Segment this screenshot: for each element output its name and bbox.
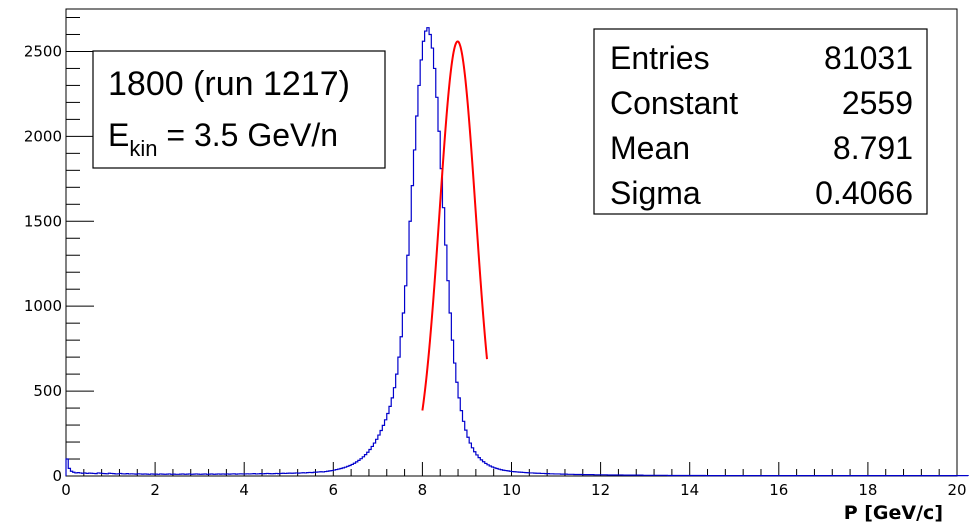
label-box: 1800 (run 1217) Ekin = 3.5 GeV/n: [92, 50, 386, 169]
stats-label-mean: Mean: [610, 130, 690, 166]
stats-label-entries: Entries: [610, 40, 710, 76]
stats-value-mean: 8.791: [833, 130, 913, 166]
stats-box-frame: [593, 28, 928, 215]
label-box-ekin-main: E: [108, 117, 129, 153]
x-tick-label: 18: [858, 481, 877, 499]
label-box-ekin-rest: = 3.5 GeV/n: [157, 117, 338, 153]
stats-label-sigma: Sigma: [610, 175, 701, 211]
stats-value-entries: 81031: [824, 40, 913, 76]
x-tick-label: 4: [239, 481, 249, 499]
x-tick-label: 16: [769, 481, 788, 499]
x-tick-label: 2: [150, 481, 160, 499]
x-tick-label: 0: [61, 481, 71, 499]
y-tick-label: 0: [52, 467, 62, 485]
y-tick-label: 2000: [24, 127, 62, 145]
gaussian-fit-curve: [421, 40, 488, 411]
stats-label-constant: Constant: [610, 85, 738, 121]
label-box-frame: [92, 50, 386, 169]
x-tick-label: 20: [947, 481, 966, 499]
y-tick-label: 2500: [24, 42, 62, 60]
histogram-series: [65, 27, 969, 477]
stats-box: Entries 81031 Constant 2559 Mean 8.791 S…: [593, 28, 928, 215]
label-box-ekin-sub: kin: [129, 136, 157, 161]
x-tick-label: 14: [680, 481, 699, 499]
y-tick-label: 1500: [24, 212, 62, 230]
label-box-line2: Ekin = 3.5 GeV/n: [108, 117, 338, 161]
y-tick-label: 1000: [24, 297, 62, 315]
x-tick-label: 8: [418, 481, 428, 499]
label-box-line1: 1800 (run 1217): [108, 65, 350, 103]
x-tick-label: 6: [329, 481, 339, 499]
x-tick-label: 12: [591, 481, 610, 499]
stats-value-sigma: 0.4066: [815, 175, 913, 211]
x-axis-title: P [GeV/c]: [844, 502, 943, 524]
y-tick-label: 500: [33, 382, 62, 400]
stats-value-constant: 2559: [842, 85, 913, 121]
x-tick-label: 10: [502, 481, 521, 499]
